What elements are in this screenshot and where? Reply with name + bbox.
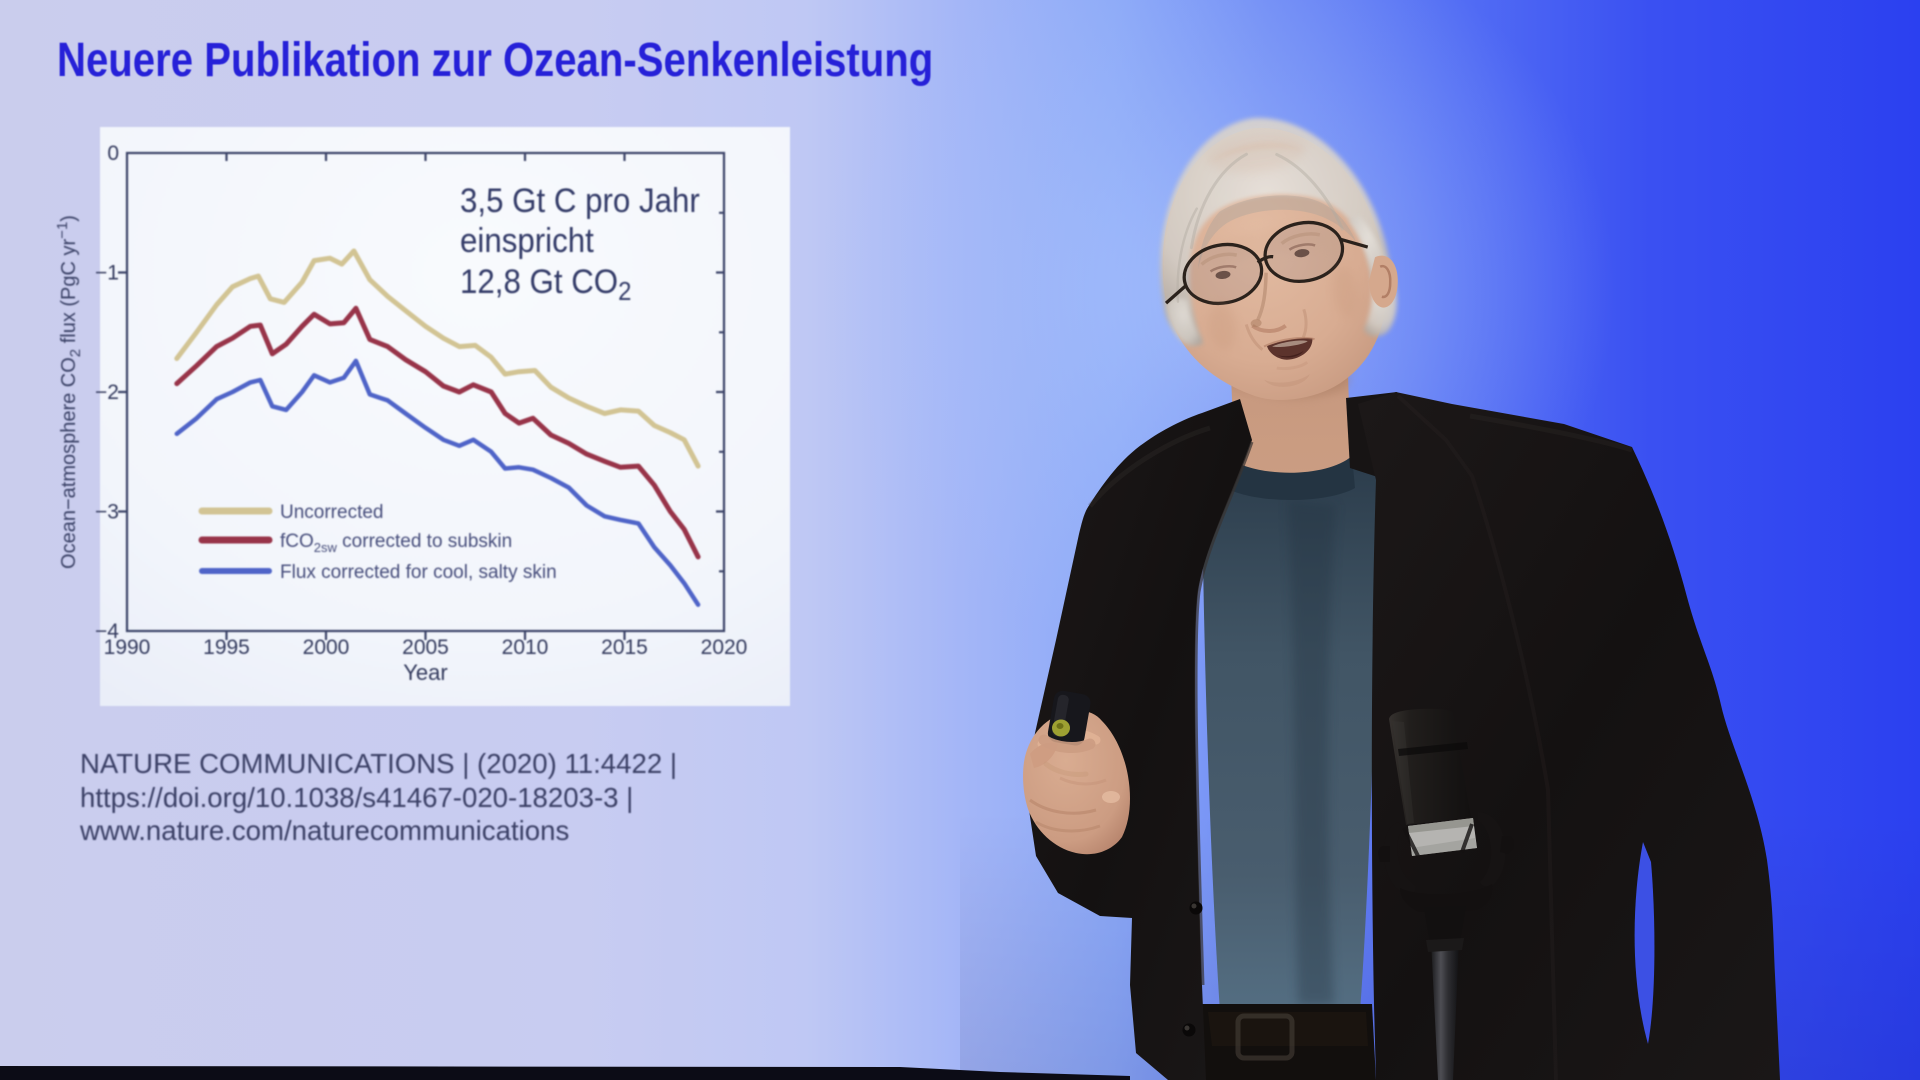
svg-text:−1: −1 (95, 262, 119, 285)
svg-text:einspricht: einspricht (460, 221, 594, 260)
svg-text:Ocean−atmosphere CO2 flux (PgC: Ocean−atmosphere CO2 flux (PgC yr−1) (55, 215, 84, 569)
svg-text:−4: −4 (95, 620, 119, 643)
svg-text:2000: 2000 (303, 636, 350, 659)
svg-text:0: 0 (107, 142, 119, 165)
svg-text:2020: 2020 (701, 636, 748, 659)
svg-text:2015: 2015 (601, 636, 648, 659)
svg-text:1995: 1995 (203, 636, 250, 659)
svg-text:2005: 2005 (402, 636, 449, 659)
svg-text:2010: 2010 (502, 636, 549, 659)
svg-text:3,5 Gt C pro Jahr: 3,5 Gt C pro Jahr (460, 181, 700, 220)
svg-text:−3: −3 (95, 501, 119, 524)
svg-text:Year: Year (403, 660, 447, 685)
svg-text:1990: 1990 (104, 636, 151, 659)
svg-text:Flux corrected for cool, salty: Flux corrected for cool, salty skin (280, 562, 557, 583)
svg-text:−2: −2 (95, 381, 119, 404)
svg-text:Uncorrected: Uncorrected (280, 502, 384, 523)
svg-text:12,8 Gt CO2: 12,8 Gt CO2 (460, 262, 631, 306)
